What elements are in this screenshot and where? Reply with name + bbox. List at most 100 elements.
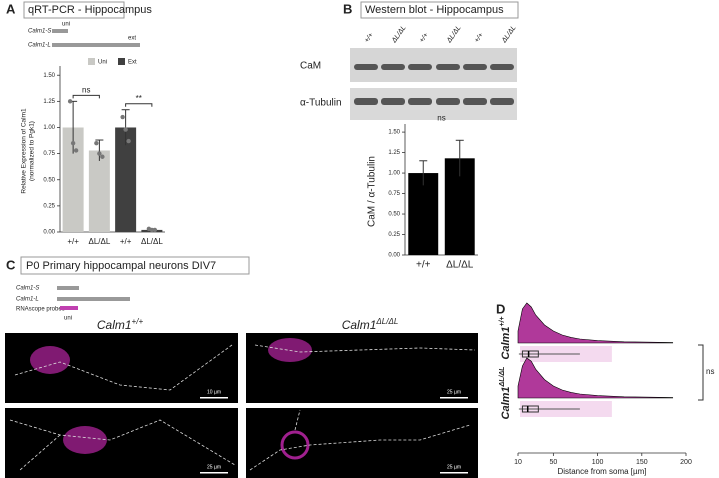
y-tick-label: 0.50 (43, 177, 55, 183)
lane-label: +/+ (418, 32, 430, 44)
legend-swatch (118, 58, 125, 65)
panel-letter: D (496, 301, 505, 316)
panel-title: qRT-PCR - Hippocampus (28, 4, 152, 16)
title-box (20, 256, 250, 275)
data-point (120, 114, 125, 120)
y-tick-label: 1.00 (43, 125, 55, 131)
density (517, 302, 674, 344)
data-point (152, 227, 158, 233)
bands (354, 64, 514, 105)
y-tick-label: 0.00 (43, 230, 55, 236)
significance-bracket (698, 344, 704, 401)
legend-label: Ext (128, 60, 137, 66)
genotype: +/+ (499, 316, 506, 326)
scale-label: 10 µm (207, 389, 221, 395)
significance: ns (706, 367, 714, 376)
panel-title: Western blot - Hippocampus (365, 4, 504, 16)
genotype: ΔL/ΔL (499, 367, 506, 388)
probe-label: uni (64, 316, 72, 322)
category-label: Calm1ΔL/ΔL (499, 367, 512, 420)
category-label: Calm1+/+ (499, 316, 512, 359)
scale-label: 25 µm (447, 389, 461, 395)
lane-label: ΔL/ΔL (500, 24, 517, 45)
gene: Calm1 (500, 327, 512, 360)
blot-label: CaM (300, 61, 321, 72)
gene-bar (57, 297, 130, 301)
data-point (94, 140, 99, 146)
gene: Calm1 (500, 386, 512, 419)
genotype: +/+ (132, 317, 144, 326)
y-tick-label: 1.25 (43, 99, 55, 105)
gene-label: Calm1-L (28, 43, 51, 49)
x-axis-label: Distance from soma [µm] (557, 467, 646, 476)
x-tick-label: +/+ (416, 260, 431, 271)
probe-label: uni (62, 22, 70, 28)
bar (408, 173, 439, 255)
y-axis-label: (normalized to Pgk1) (29, 121, 36, 181)
y-tick-label: 0.75 (388, 191, 400, 197)
data-point (126, 138, 131, 144)
y-tick-label: 1.50 (43, 73, 55, 79)
column-heading: Calm1ΔL/ΔL (342, 317, 399, 332)
x-tick-label: +/+ (120, 237, 132, 246)
lane-label: +/+ (473, 32, 485, 44)
scale-label: 25 µm (207, 464, 221, 470)
density (517, 357, 674, 399)
y-tick-label: 0.50 (388, 212, 400, 218)
bar (88, 150, 110, 232)
gene: Calm1 (97, 318, 132, 332)
x-tick-label: ΔL/ΔL (141, 237, 163, 246)
panel-letter: A (6, 1, 16, 16)
box (521, 405, 539, 413)
title-box (23, 1, 125, 19)
scale-label: 25 µm (447, 464, 461, 470)
column-heading: Calm1+/+ (97, 317, 144, 332)
data-point (100, 154, 105, 159)
box (521, 350, 539, 358)
y-tick-label: 0.25 (388, 232, 400, 238)
panel-letter: B (343, 1, 352, 16)
y-tick-label: 1.50 (388, 130, 400, 136)
probe-bar (60, 306, 78, 310)
y-axis-label: CaM / α-Tubulin (367, 156, 378, 227)
legend-label: Uni (98, 60, 107, 66)
legend-swatch (88, 58, 95, 65)
y-axis-label: Relative Expression of Calm1 (21, 108, 28, 194)
data-point (70, 140, 76, 146)
gene-bar (52, 29, 68, 33)
significance-bracket (125, 103, 153, 107)
x-tick-label: 100 (592, 459, 604, 466)
x-tick-label: 50 (549, 459, 557, 466)
data-point (123, 127, 128, 132)
panel-letter: C (6, 257, 16, 272)
panel-title: P0 Primary hippocampal neurons DIV7 (26, 260, 216, 272)
probe-label: ext (128, 36, 136, 42)
lane-label: +/+ (363, 32, 375, 44)
x-tick-label: 10 (514, 459, 522, 466)
significance: ns (82, 85, 90, 94)
bar (62, 127, 84, 232)
blot-label: α-Tubulin (300, 98, 342, 109)
blot (350, 48, 517, 82)
gene-bar (57, 286, 79, 290)
x-tick-label: 150 (636, 459, 648, 466)
x-tick-label: ΔL/ΔL (88, 237, 110, 246)
significance-bracket (72, 94, 100, 99)
significance: ns (437, 113, 445, 122)
y-tick-label: 1.25 (388, 150, 400, 156)
y-tick-label: 0.75 (43, 151, 55, 157)
x-tick-label: +/+ (67, 237, 79, 246)
probe-label: RNAscope probes (16, 307, 65, 313)
bar (115, 127, 137, 232)
gene-label: Calm1-S (16, 286, 39, 292)
y-tick-label: 0.00 (388, 253, 400, 259)
blot (350, 88, 517, 120)
y-tick-label: 0.25 (43, 203, 55, 209)
data-point (67, 99, 73, 104)
genotype: ΔL/ΔL (375, 317, 398, 326)
data-point (73, 148, 79, 153)
lane-label: ΔL/ΔL (445, 24, 462, 45)
gene-label: Calm1-L (16, 297, 39, 303)
x-tick-label: ΔL/ΔL (446, 260, 474, 271)
